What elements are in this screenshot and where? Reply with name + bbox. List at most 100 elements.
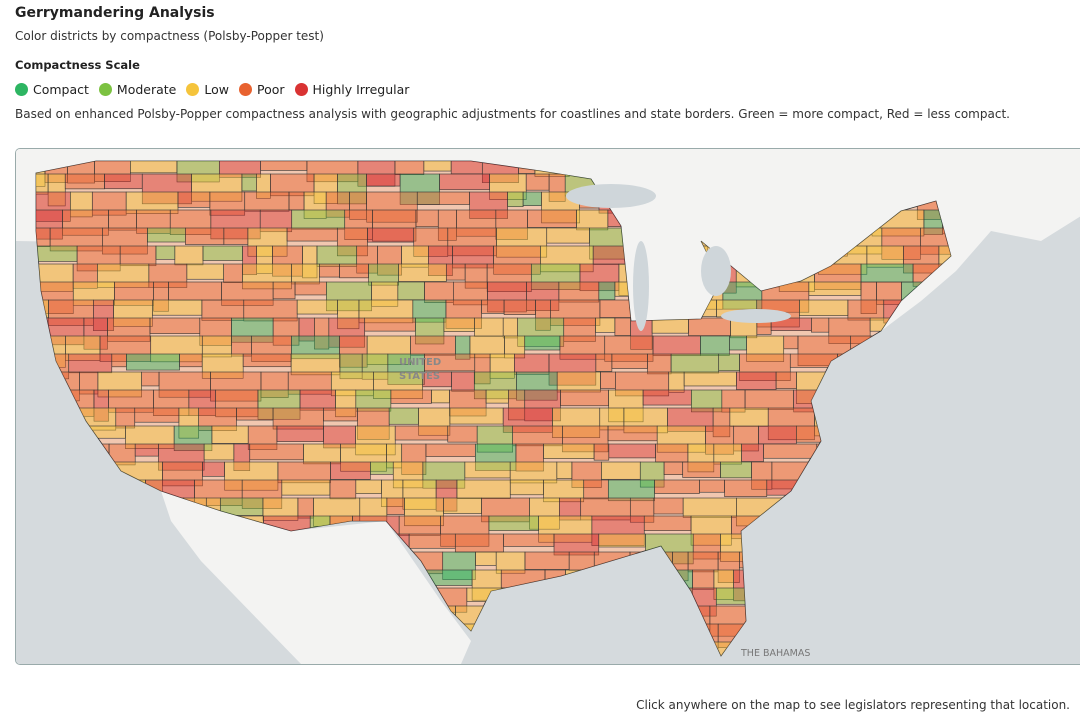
district[interactable]	[489, 353, 515, 379]
district[interactable]	[516, 371, 558, 401]
district[interactable]	[134, 407, 180, 423]
district[interactable]	[496, 227, 548, 258]
district[interactable]	[296, 299, 338, 315]
district[interactable]	[682, 497, 737, 518]
district[interactable]	[811, 317, 830, 333]
district[interactable]	[390, 389, 432, 404]
district[interactable]	[371, 281, 399, 307]
district[interactable]	[364, 317, 416, 332]
district[interactable]	[398, 263, 447, 282]
district[interactable]	[299, 389, 336, 411]
district[interactable]	[291, 209, 346, 230]
district[interactable]	[560, 389, 609, 407]
district[interactable]	[464, 461, 511, 479]
district[interactable]	[179, 353, 203, 368]
district[interactable]	[361, 353, 389, 380]
district[interactable]	[272, 317, 300, 346]
district[interactable]	[72, 263, 98, 289]
district[interactable]	[736, 371, 777, 390]
district[interactable]	[366, 191, 418, 223]
district[interactable]	[202, 245, 243, 261]
district[interactable]	[614, 317, 631, 336]
district[interactable]	[185, 227, 225, 245]
district[interactable]	[514, 353, 550, 375]
district[interactable]	[202, 461, 225, 477]
district[interactable]	[410, 335, 456, 356]
district[interactable]	[443, 317, 475, 332]
district[interactable]	[428, 245, 453, 276]
district[interactable]	[481, 299, 505, 314]
district[interactable]	[475, 551, 497, 566]
district[interactable]	[746, 335, 785, 362]
district[interactable]	[158, 443, 205, 471]
district[interactable]	[415, 209, 439, 228]
district[interactable]	[186, 263, 224, 280]
district[interactable]	[281, 479, 331, 496]
district[interactable]	[524, 389, 561, 422]
district[interactable]	[562, 425, 609, 453]
district[interactable]	[316, 245, 358, 267]
district[interactable]	[502, 407, 553, 433]
district[interactable]	[387, 353, 425, 385]
district[interactable]	[424, 281, 454, 303]
district[interactable]	[288, 191, 305, 211]
district[interactable]	[191, 173, 243, 202]
district[interactable]	[724, 479, 768, 497]
district[interactable]	[690, 515, 732, 546]
district[interactable]	[147, 227, 186, 243]
district[interactable]	[337, 173, 367, 205]
district[interactable]	[447, 425, 478, 443]
map-canvas[interactable]: UNITED STATES THE BAHAMAS	[16, 149, 1080, 664]
district[interactable]	[579, 263, 620, 292]
district[interactable]	[366, 335, 411, 365]
district[interactable]	[651, 317, 689, 334]
district[interactable]	[134, 443, 159, 457]
district[interactable]	[177, 191, 211, 208]
district[interactable]	[169, 209, 212, 235]
district[interactable]	[413, 227, 449, 257]
district[interactable]	[224, 461, 279, 491]
district[interactable]	[485, 389, 509, 404]
district[interactable]	[386, 497, 405, 515]
district[interactable]	[538, 515, 593, 543]
district[interactable]	[152, 299, 203, 316]
district[interactable]	[201, 353, 244, 379]
district[interactable]	[445, 263, 466, 281]
district[interactable]	[451, 371, 475, 392]
district[interactable]	[102, 227, 148, 255]
district[interactable]	[392, 461, 424, 489]
district[interactable]	[718, 353, 740, 372]
district[interactable]	[558, 281, 600, 303]
district[interactable]	[814, 263, 862, 290]
district[interactable]	[398, 515, 441, 536]
district[interactable]	[527, 209, 577, 228]
district[interactable]	[600, 371, 616, 389]
district[interactable]	[372, 209, 417, 242]
district[interactable]	[799, 299, 849, 316]
district[interactable]	[487, 281, 527, 313]
district[interactable]	[340, 443, 387, 472]
district[interactable]	[215, 389, 259, 418]
district[interactable]	[241, 173, 257, 192]
district[interactable]	[336, 227, 368, 257]
district[interactable]	[357, 156, 396, 187]
district[interactable]	[767, 407, 815, 441]
district[interactable]	[903, 245, 940, 274]
district[interactable]	[576, 209, 609, 231]
district[interactable]	[303, 443, 341, 465]
district[interactable]	[367, 227, 415, 243]
district[interactable]	[758, 425, 797, 445]
district[interactable]	[149, 317, 201, 334]
district[interactable]	[339, 263, 369, 279]
district[interactable]	[543, 443, 595, 459]
district[interactable]	[456, 479, 511, 499]
district[interactable]	[422, 461, 466, 489]
district[interactable]	[443, 497, 482, 514]
district[interactable]	[860, 263, 914, 283]
district[interactable]	[556, 461, 573, 479]
district[interactable]	[401, 443, 427, 475]
district[interactable]	[550, 299, 601, 326]
district[interactable]	[881, 227, 921, 260]
district[interactable]	[64, 173, 105, 190]
district[interactable]	[692, 569, 715, 590]
